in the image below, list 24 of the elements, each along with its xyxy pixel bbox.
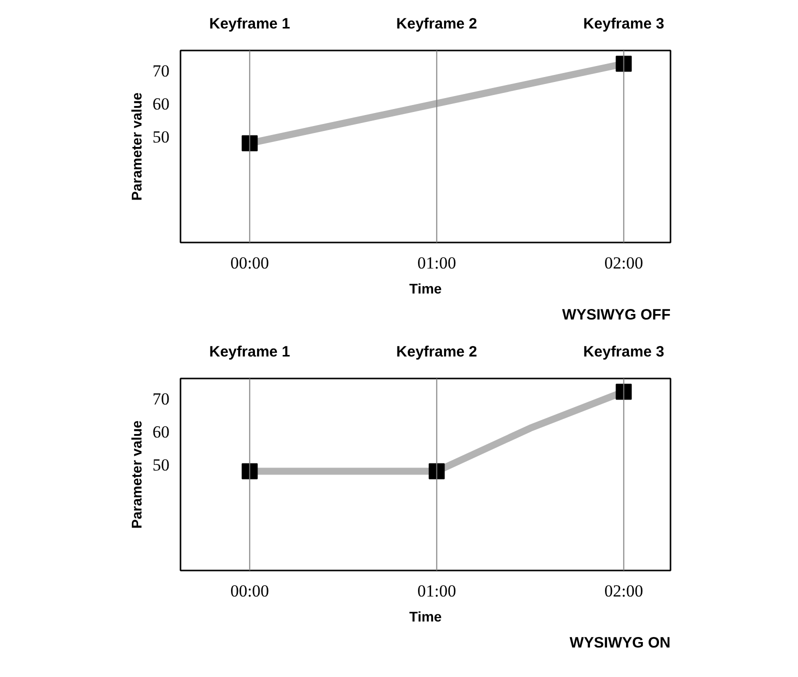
x-tick-label: 02:00 [604,254,644,272]
text: WYSIWYG ON [570,634,671,652]
x-tick-label: 02:00 [604,582,644,600]
x-tick-label: 01:00 [417,254,456,272]
x-axis-title: Time [409,280,442,296]
y-tick-label: 70 [152,61,170,80]
text: WYSIWYG OFF [562,306,671,324]
y-tick-label: 60 [152,94,170,114]
y-tick-label: 60 [152,422,170,442]
y-axis-title: Parameter value [128,420,144,529]
x-tick-label: 01:00 [417,582,456,600]
ref-line-label: Keyframe 2 [396,16,478,32]
ref-line-label: Keyframe 2 [396,344,478,360]
ref-line-label: Keyframe 1 [209,344,290,360]
y-axis-title: Parameter value [128,92,144,201]
ref-line-label: Keyframe 3 [583,16,664,32]
x-tick-label: 00:00 [230,582,270,600]
y-tick-label: 50 [152,456,170,475]
x-tick-label: 00:00 [230,254,270,272]
y-tick-label: 70 [152,389,170,408]
ref-line-label: Keyframe 3 [583,344,664,360]
y-tick-label: 50 [152,128,170,147]
ref-line-label: Keyframe 1 [209,16,290,32]
x-axis-title: Time [409,608,442,624]
